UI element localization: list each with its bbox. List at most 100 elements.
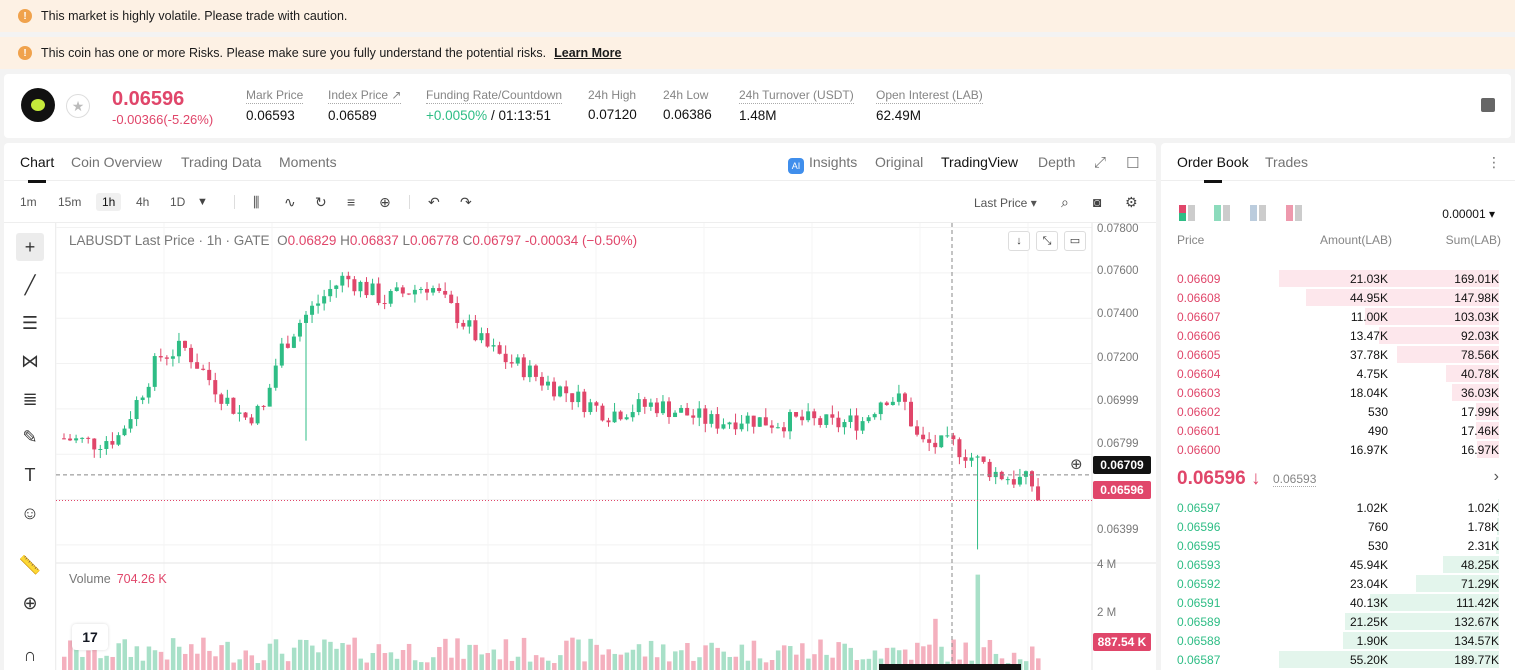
ruler-icon[interactable]: 📏 [18,555,42,575]
tab-insights[interactable]: AI Insights [788,154,857,174]
redo-icon[interactable]: ↷ [460,194,472,210]
indicators-icon[interactable]: ∿ [284,194,296,210]
tab-trades[interactable]: Trades [1265,154,1309,170]
candlestick-chart[interactable] [56,223,1156,670]
scroll-indicator[interactable] [879,664,1021,670]
expand-icon[interactable]: ⤢ [1094,154,1107,171]
interval-1d[interactable]: 1D [170,195,186,209]
mark-price-stat[interactable]: Mark Price 0.06593 [246,88,304,123]
interval-1m[interactable]: 1m [20,195,37,209]
undo-icon[interactable]: ↶ [428,194,440,210]
ask-row[interactable]: 0.06609 21.03K 169.01K [1161,269,1515,288]
bid-row[interactable]: 0.06596 760 1.78K [1161,517,1515,536]
add-order-icon[interactable]: ⊕ [1070,456,1083,473]
candle-body [921,434,926,440]
candle-type-icon[interactable]: ⫼ [253,194,260,210]
precision-select[interactable]: 0.00001 ▾ [1442,207,1495,221]
crosshair-icon[interactable]: + [16,233,44,261]
ask-row[interactable]: 0.06607 11.00K 103.03K [1161,307,1515,326]
compact-icon[interactable] [1286,205,1302,221]
asks-only-icon[interactable] [1250,205,1266,221]
text-icon[interactable]: T [24,465,36,485]
emoji-icon[interactable]: ☺ [20,503,40,523]
24h-turnover-stat[interactable]: 24h Turnover (USDT) 1.48M [739,88,854,123]
bid-row[interactable]: 0.06595 530 2.31K [1161,536,1515,555]
tab-original[interactable]: Original [875,154,924,170]
bid-row[interactable]: 0.06588 1.90K 134.57K [1161,631,1515,650]
ask-row[interactable]: 0.06604 4.75K 40.78K [1161,364,1515,383]
candle-body [788,412,792,432]
magnet-icon[interactable]: ∩ [23,645,37,665]
ask-row[interactable]: 0.06603 18.04K 36.03K [1161,383,1515,402]
bid-sum: 48.25K [1460,558,1499,572]
ask-row[interactable]: 0.06601 490 17.46K [1161,421,1515,440]
candle-body [781,427,786,432]
ask-row[interactable]: 0.06602 530 17.99K [1161,402,1515,421]
chevron-right-icon[interactable]: › [1493,468,1499,485]
candle-body [884,402,889,406]
interval-dropdown-icon[interactable]: ▼ [197,196,208,208]
interval-1h[interactable]: 1h [96,193,122,211]
price-axis-label: 0.07600 [1097,265,1139,277]
ask-sum: 103.03K [1454,310,1499,324]
volume-label: Volume [69,572,111,586]
volume-bar [769,659,775,670]
bid-row[interactable]: 0.06587 55.20K 189.77K [1161,650,1515,669]
camera-icon[interactable]: ◙ [1093,194,1102,210]
bid-row[interactable]: 0.06591 40.13K 111.42K [1161,593,1515,612]
volume-bar [304,639,309,670]
volume-bar [68,640,73,670]
tab-coin-overview[interactable]: Coin Overview [71,154,163,170]
bid-row[interactable]: 0.06589 21.25K 132.67K [1161,612,1515,631]
learn-more-link[interactable]: Learn More [554,46,622,60]
templates-icon[interactable]: ≡ [347,194,356,210]
pattern-icon[interactable]: ⋈ [21,351,39,371]
tab-depth[interactable]: Depth [1038,154,1076,170]
search-icon[interactable]: ⌕ [1061,194,1069,210]
add-alert-icon[interactable]: ⊕ [379,194,391,210]
candle-body [310,305,315,315]
ask-row[interactable]: 0.06600 16.97K 16.97K [1161,440,1515,459]
zoom-in-icon[interactable]: ⊕ [22,593,38,613]
candle-body [243,412,248,418]
bids-only-icon[interactable] [1214,205,1230,221]
candle-body [304,314,308,323]
candle-body [648,402,653,407]
candle-body [769,425,774,428]
ask-row[interactable]: 0.06605 37.78K 78.56K [1161,345,1515,364]
interval-15m[interactable]: 15m [58,195,82,209]
bid-sum: 1.78K [1467,520,1499,534]
open-interest-stat[interactable]: Open Interest (LAB) 62.49M [876,88,983,123]
tab-moments[interactable]: Moments [279,154,337,170]
both-sides-icon[interactable] [1179,205,1195,221]
tab-order-book[interactable]: Order Book [1177,154,1249,183]
replay-icon[interactable]: ↻ [315,194,327,210]
book-icon[interactable] [1481,98,1495,112]
price-type-select[interactable]: Last Price ▾ [974,196,1037,210]
fullscreen-icon[interactable]: ☐ [1126,155,1140,172]
favorite-star-icon[interactable]: ★ [66,94,90,118]
brush-icon[interactable]: ✎ [22,427,38,447]
interval-4h[interactable]: 4h [136,195,150,209]
tab-tradingview[interactable]: TradingView [941,154,1019,170]
funding-rate-stat[interactable]: Funding Rate/Countdown +0.0050% / 01:13:… [426,88,563,123]
maximize-icon[interactable]: ▭ [1064,231,1086,251]
volume-bar [473,644,478,670]
open-value: 0.06829 [287,233,337,248]
candle-body [98,448,103,450]
collapse-icon[interactable]: ⤡ [1036,231,1058,251]
arrow-down-icon[interactable]: ↓ [1008,231,1030,251]
ask-row[interactable]: 0.06606 13.47K 92.03K [1161,326,1515,345]
ask-row[interactable]: 0.06608 44.95K 147.98K [1161,288,1515,307]
fib-icon[interactable]: ☰ [21,313,39,333]
bid-row[interactable]: 0.06593 45.94K 48.25K [1161,555,1515,574]
more-icon[interactable]: ⋮ [1487,154,1501,170]
bid-row[interactable]: 0.06597 1.02K 1.02K [1161,498,1515,517]
tab-chart[interactable]: Chart [20,154,55,183]
index-price-stat[interactable]: Index Price ↗ 0.06589 [328,88,402,123]
trend-line-icon[interactable]: ╱ [24,275,36,295]
tab-trading-data[interactable]: Trading Data [181,154,262,170]
settings-icon[interactable]: ⚙ [1125,194,1138,210]
bid-row[interactable]: 0.06592 23.04K 71.29K [1161,574,1515,593]
projection-icon[interactable]: ≣ [22,389,38,409]
